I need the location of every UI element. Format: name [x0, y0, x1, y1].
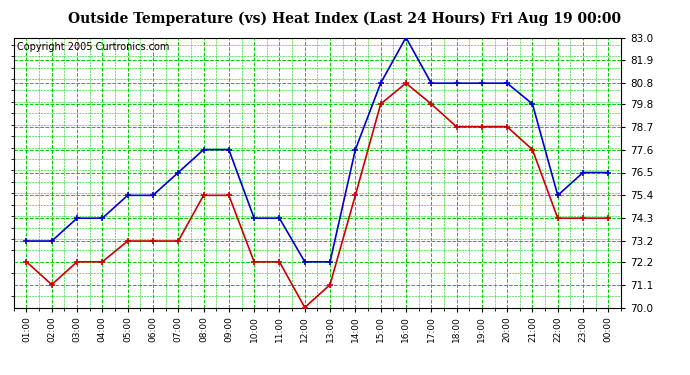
Text: Outside Temperature (vs) Heat Index (Last 24 Hours) Fri Aug 19 00:00: Outside Temperature (vs) Heat Index (Las… [68, 11, 622, 26]
Text: Copyright 2005 Curtronics.com: Copyright 2005 Curtronics.com [17, 42, 169, 51]
